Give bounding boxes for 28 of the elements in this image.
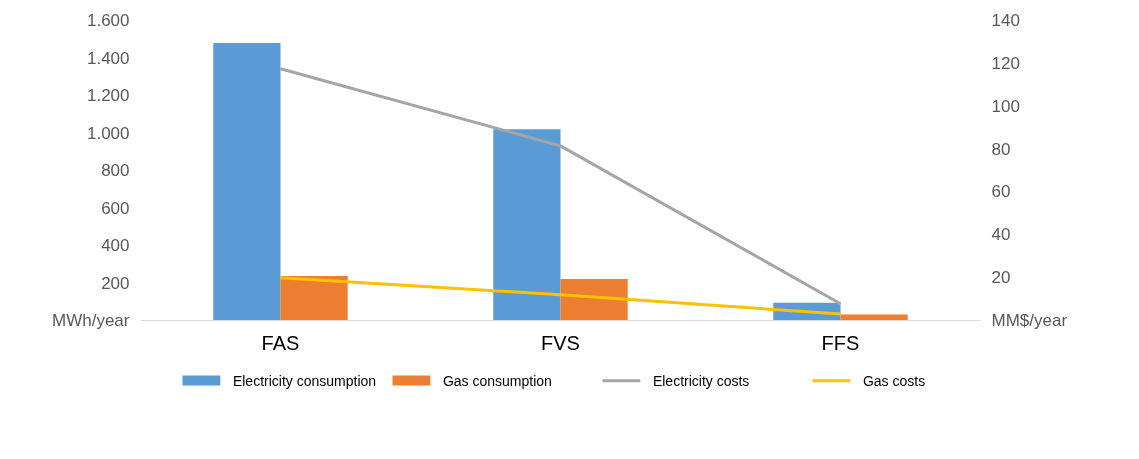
y-axis-title: MWh/year [52,311,130,330]
y-tick-label: 1.000 [86,123,130,143]
y2-axis-title: MM$/year [991,311,1068,330]
legend-label: Electricity consumption [232,372,377,389]
bar [560,279,628,321]
y2-tick-label: 20 [991,268,1011,288]
legend-label: Electricity costs [652,372,750,389]
y2-tick-label: 40 [991,225,1011,245]
bar [280,276,348,321]
y2-tick-label: 100 [991,96,1020,116]
y2-tick-label: 60 [991,182,1011,202]
y-tick-label: 1.600 [86,11,130,30]
x-tick-label: FAS [261,331,300,354]
legend-label: Gas costs [862,372,926,389]
bar [493,129,561,321]
y-tick-label: 800 [101,161,130,180]
y2-tick-label: 120 [991,53,1020,73]
y-tick-label: 1.200 [86,86,130,105]
bar [213,43,281,321]
y2-tick-label: 140 [991,11,1020,30]
x-tick-label: FFS [821,331,860,354]
y-tick-label: 200 [101,273,130,293]
y-tick-label: 600 [101,198,130,218]
y2-tick-label: 80 [991,139,1011,159]
y-tick-label: 1.400 [86,48,130,68]
y-tick-label: 400 [101,236,130,255]
legend-label: Gas consumption [442,372,552,389]
x-tick-label: FVS [541,331,580,354]
